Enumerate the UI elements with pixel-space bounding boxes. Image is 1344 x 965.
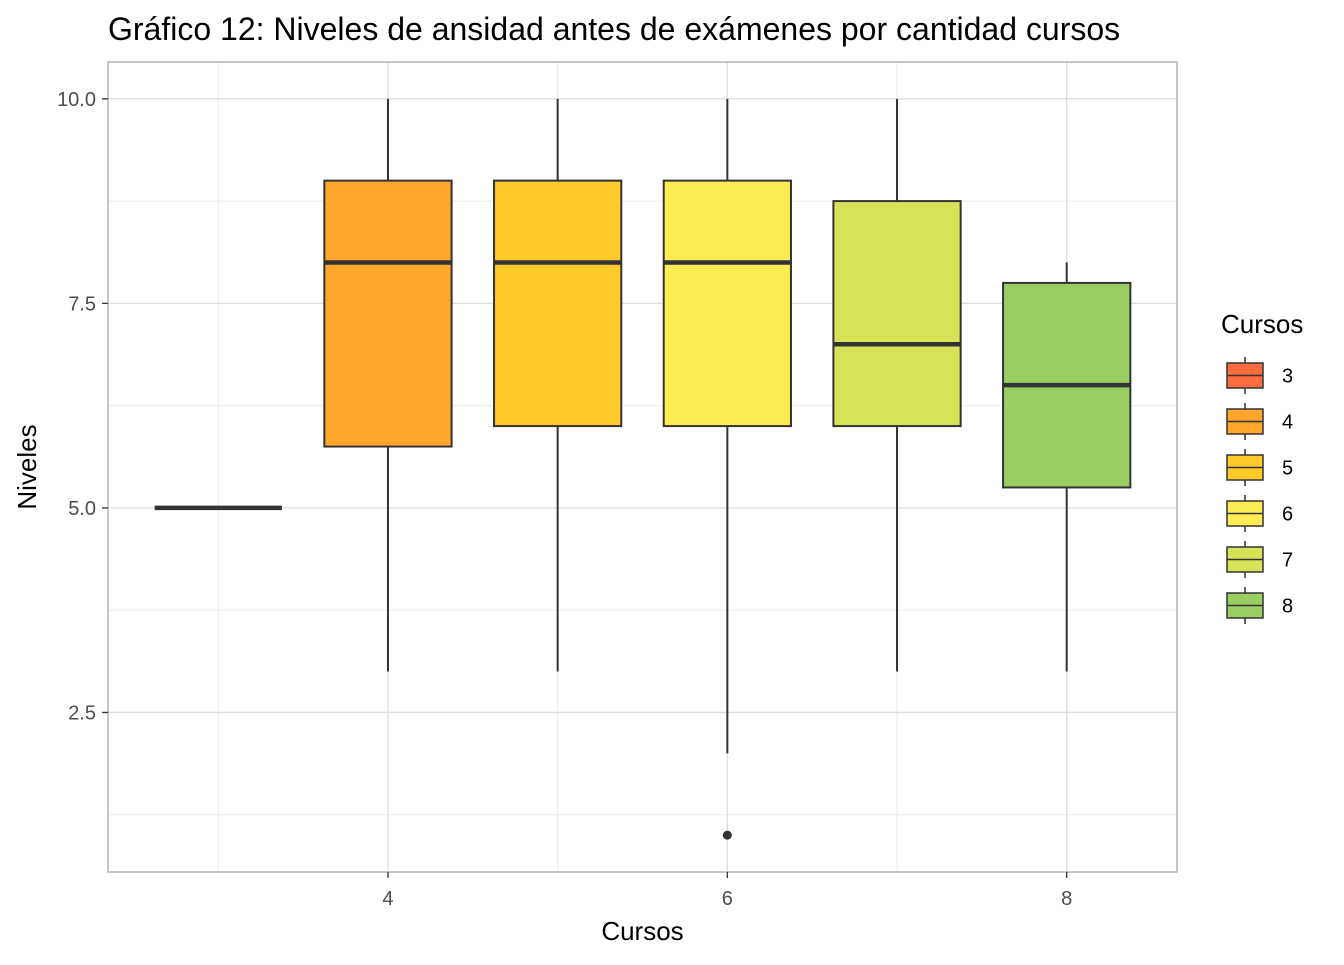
box-group-8 bbox=[1002, 262, 1132, 672]
plot-border bbox=[107, 61, 1178, 873]
x-tick-label: 8 bbox=[1061, 888, 1072, 910]
legend-label-5: 5 bbox=[1282, 458, 1293, 480]
legend-label-8: 8 bbox=[1282, 596, 1293, 618]
y-tick-label: 5.0 bbox=[68, 498, 96, 520]
box-group-4 bbox=[323, 98, 453, 672]
box-4 bbox=[323, 179, 453, 448]
legend-title: Cursos bbox=[1221, 309, 1303, 339]
legend-item-7: 7 bbox=[1226, 541, 1293, 578]
legend-item-3: 3 bbox=[1226, 357, 1293, 394]
box-layer bbox=[154, 98, 1132, 840]
box-group-6 bbox=[662, 98, 792, 840]
legend-item-8: 8 bbox=[1226, 587, 1293, 624]
legend-item-4: 4 bbox=[1226, 403, 1293, 440]
legend-label-7: 7 bbox=[1282, 550, 1293, 572]
legend-label-3: 3 bbox=[1282, 366, 1293, 388]
box-7 bbox=[832, 200, 962, 428]
axis-layer: 2.5 5.0 7.5 10.0 4 6 8 bbox=[57, 61, 1178, 910]
x-axis-label: Cursos bbox=[601, 916, 683, 946]
y-tick-label: 2.5 bbox=[68, 702, 96, 724]
legend-item-6: 6 bbox=[1226, 495, 1293, 532]
x-tick-label: 4 bbox=[382, 888, 393, 910]
y-axis-label: Niveles bbox=[12, 424, 42, 509]
legend-item-5: 5 bbox=[1226, 449, 1293, 486]
y-tick-label: 10.0 bbox=[57, 89, 96, 111]
x-tick-label: 6 bbox=[722, 888, 733, 910]
chart-title: Gráfico 12: Niveles de ansidad antes de … bbox=[108, 11, 1120, 47]
plot-panel bbox=[108, 62, 1177, 872]
grid-layer bbox=[108, 62, 1177, 872]
box-6 bbox=[662, 179, 792, 428]
legend-label-4: 4 bbox=[1282, 412, 1293, 434]
outlier-point-6 bbox=[722, 830, 732, 840]
y-tick-label: 7.5 bbox=[68, 293, 96, 315]
box-group-7 bbox=[832, 98, 962, 672]
legend-layer: 3 4 5 6 7 8 bbox=[1226, 357, 1293, 624]
box-group-5 bbox=[493, 98, 623, 672]
box-5 bbox=[493, 179, 623, 428]
legend-label-6: 6 bbox=[1282, 504, 1293, 526]
